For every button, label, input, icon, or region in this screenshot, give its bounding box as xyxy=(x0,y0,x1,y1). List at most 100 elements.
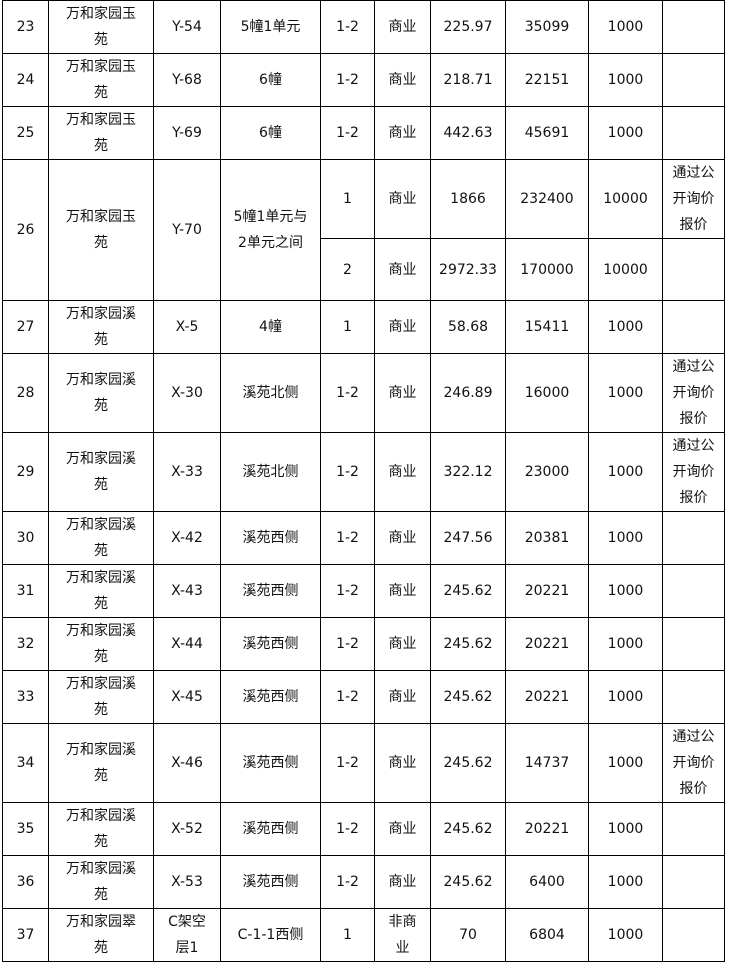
table-cell: 4幢 xyxy=(220,300,321,354)
table-row: 35 万和家园溪苑 X-52 溪苑西侧 1-2 商业 245.62 20221 1000 xyxy=(2,802,725,856)
table-cell: 1000 xyxy=(588,670,663,724)
table-cell: 322.12 xyxy=(430,432,506,512)
table-cell: 万和家园溪苑 xyxy=(48,855,154,909)
table-cell: 商业 xyxy=(374,723,431,803)
table-row: 29 万和家园溪苑 X-33 溪苑北侧 1-2 商业 322.12 23000 1000 通过公开… xyxy=(2,432,725,512)
table-cell: 溪苑西侧 xyxy=(220,855,321,909)
table-cell: 万和家园溪苑 xyxy=(48,432,154,512)
table-cell: 6804 xyxy=(505,908,589,962)
table-cell: X-5 xyxy=(153,300,221,354)
table-cell: 245.62 xyxy=(430,855,506,909)
table-cell: 20221 xyxy=(505,617,589,671)
table-row: 28 万和家园溪苑 X-30 溪苑北侧 1-2 商业 246.89 16000 1000 通过公开… xyxy=(2,353,725,433)
table-cell: 1000 xyxy=(588,511,663,565)
table-cell: X-53 xyxy=(153,855,221,909)
table-cell: 245.62 xyxy=(430,564,506,618)
table-cell: 1 xyxy=(320,300,375,354)
table-cell: 29 xyxy=(2,432,49,512)
table-cell: 商业 xyxy=(374,564,431,618)
table-cell: 37 xyxy=(2,908,49,962)
table-cell: 商业 xyxy=(374,353,431,433)
table-cell xyxy=(662,511,725,565)
table-cell: 万和家园玉苑 xyxy=(48,106,154,160)
table-cell: 1-2 xyxy=(320,617,375,671)
table-cell: 1000 xyxy=(588,432,663,512)
table-cell: 商业 xyxy=(374,855,431,909)
table-cell: X-42 xyxy=(153,511,221,565)
table-cell: 非商业 xyxy=(374,908,431,962)
table-cell: 1-2 xyxy=(320,0,375,54)
table-cell: 34 xyxy=(2,723,49,803)
table-cell: Y-68 xyxy=(153,53,221,107)
table-cell: 商业 xyxy=(374,0,431,54)
table-cell: 33 xyxy=(2,670,49,724)
table-cell: 1000 xyxy=(588,802,663,856)
table-cell: 1866 xyxy=(430,159,506,239)
table-cell: 溪苑西侧 xyxy=(220,511,321,565)
table-cell: 20221 xyxy=(505,670,589,724)
table-cell: 商业 xyxy=(374,53,431,107)
table-cell: 1-2 xyxy=(320,53,375,107)
table-cell: 万和家园溪苑 xyxy=(48,617,154,671)
table-row: 26 万和家园玉苑 Y-70 5幢1单元与2单元之间 1 商业 1866 232400 1000… xyxy=(2,159,725,301)
table-cell: Y-54 xyxy=(153,0,221,54)
table-cell: 35099 xyxy=(505,0,589,54)
table-cell: C架空层1 xyxy=(153,908,221,962)
table-cell: 商业 xyxy=(374,670,431,724)
table-cell: 70 xyxy=(430,908,506,962)
table-cell: Y-69 xyxy=(153,106,221,160)
table-cell: 商业 xyxy=(374,511,431,565)
table-cell: 通过公开询价报价 xyxy=(662,723,725,803)
table-cell: 1000 xyxy=(588,617,663,671)
table-cell: 1-2 xyxy=(320,353,375,433)
table-cell: 万和家园溪苑 xyxy=(48,511,154,565)
table-cell: 1000 xyxy=(588,564,663,618)
table-cell: 1-2 xyxy=(320,723,375,803)
table-cell: 万和家园溪苑 xyxy=(48,723,154,803)
table-row: 33 万和家园溪苑 X-45 溪苑西侧 1-2 商业 245.62 20221 1000 xyxy=(2,670,725,724)
table-cell: 1000 xyxy=(588,106,663,160)
table-cell: 1 xyxy=(320,908,375,962)
table-cell: 万和家园玉苑 xyxy=(48,53,154,107)
table-cell xyxy=(662,855,725,909)
table-cell: 16000 xyxy=(505,353,589,433)
table-cell: 2 xyxy=(320,238,375,301)
table-cell: 28 xyxy=(2,353,49,433)
table-cell: 247.56 xyxy=(430,511,506,565)
table-cell: 442.63 xyxy=(430,106,506,160)
table-cell xyxy=(662,617,725,671)
table-cell: 20381 xyxy=(505,511,589,565)
table-cell: 1000 xyxy=(588,723,663,803)
table-cell: 通过公开询价报价 xyxy=(662,353,725,433)
table-cell: X-33 xyxy=(153,432,221,512)
table-cell: 通过公开询价报价 xyxy=(662,432,725,512)
table-row: 27 万和家园溪苑 X-5 4幢 1 商业 58.68 15411 1000 xyxy=(2,300,725,354)
table-row: 37 万和家园翠苑 C架空层1 C-1-1西侧 1 非商业 70 6804 1000 xyxy=(2,908,725,962)
table-cell: 23 xyxy=(2,0,49,54)
table-row: 36 万和家园溪苑 X-53 溪苑西侧 1-2 商业 245.62 6400 1000 xyxy=(2,855,725,909)
table-cell: 32 xyxy=(2,617,49,671)
table-cell: 1-2 xyxy=(320,511,375,565)
table-cell: 溪苑西侧 xyxy=(220,670,321,724)
table-cell xyxy=(662,564,725,618)
table-cell: 商业 xyxy=(374,617,431,671)
table-cell: 30 xyxy=(2,511,49,565)
table-cell: 218.71 xyxy=(430,53,506,107)
table-cell: 1-2 xyxy=(320,106,375,160)
table-cell: 31 xyxy=(2,564,49,618)
table-cell xyxy=(662,0,725,54)
table-row: 2 商业 2972.33 170000 10000 xyxy=(3,238,725,301)
table-cell: 1000 xyxy=(588,53,663,107)
table-cell: 万和家园溪苑 xyxy=(48,564,154,618)
table-cell: 35 xyxy=(2,802,49,856)
table-cell: 170000 xyxy=(505,238,589,301)
table-cell: X-43 xyxy=(153,564,221,618)
table-cell: 22151 xyxy=(505,53,589,107)
table-cell: 24 xyxy=(2,53,49,107)
table-cell: 1-2 xyxy=(320,564,375,618)
table-cell: 58.68 xyxy=(430,300,506,354)
table-cell xyxy=(662,300,725,354)
table-cell: 6400 xyxy=(505,855,589,909)
